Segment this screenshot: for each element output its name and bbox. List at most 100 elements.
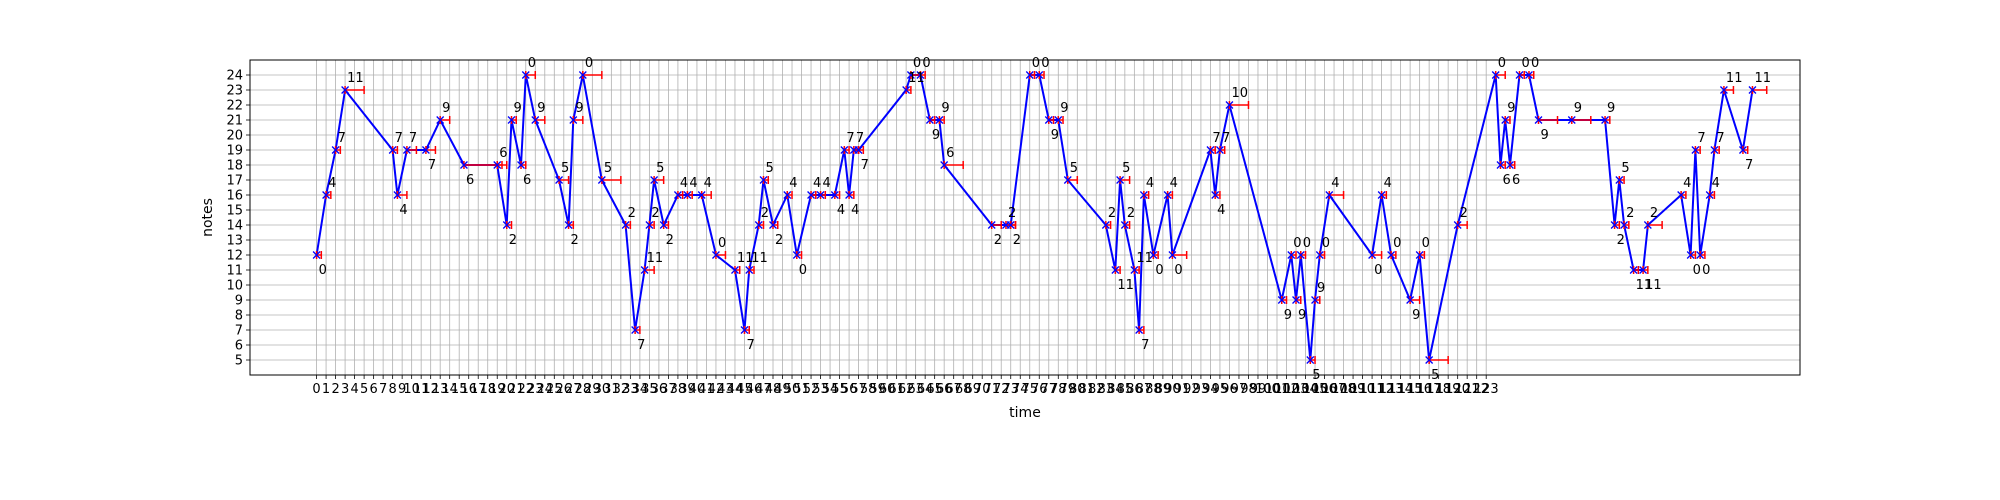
x-marker <box>1292 296 1300 304</box>
x-marker <box>1567 116 1576 124</box>
point-label: 2 <box>666 233 674 248</box>
point-label: 6 <box>523 173 531 188</box>
note-marker <box>640 266 655 274</box>
note-marker <box>1292 296 1302 304</box>
note-marker <box>1567 116 1592 124</box>
x-marker <box>740 326 749 334</box>
x-marker <box>436 116 445 124</box>
note-marker <box>759 176 770 184</box>
x-marker <box>531 116 540 124</box>
point-label: 5 <box>561 161 569 176</box>
y-tick-label: 22 <box>226 99 243 114</box>
x-marker <box>1120 221 1129 229</box>
x-tick-label: 82 <box>1088 382 1105 397</box>
x-marker <box>1225 101 1234 109</box>
note-marker <box>1710 146 1720 154</box>
point-label: 2 <box>1008 206 1016 221</box>
x-tick-label: 31 <box>603 382 620 397</box>
point-label: 0 <box>1174 263 1182 278</box>
x-marker <box>1387 251 1396 259</box>
point-label: 0 <box>913 56 921 71</box>
x-marker <box>935 116 944 124</box>
x-marker <box>1101 221 1110 229</box>
x-tick-label: 74 <box>1012 382 1029 397</box>
point-label: 0 <box>1374 263 1382 278</box>
point-label: 4 <box>1170 176 1178 191</box>
x-tick-label: 44 <box>727 382 744 397</box>
x-ticks: 0 1 2 3 4 5 6 7 8 9101112131415161718192021222324… <box>312 375 1499 397</box>
x-tick-label: 28 <box>575 382 592 397</box>
y-tick-label: 9 <box>235 294 243 309</box>
note-marker <box>1506 161 1516 169</box>
x-marker <box>1054 116 1063 124</box>
note-marker <box>1006 221 1017 229</box>
note-marker <box>569 116 584 124</box>
point-label: 2 <box>1108 206 1116 221</box>
x-axis-label: time <box>1009 405 1041 421</box>
note-marker <box>1139 191 1150 199</box>
point-label: 9 <box>442 101 450 116</box>
x-tick-label: 30 <box>594 382 611 397</box>
y-tick-label: 13 <box>226 234 243 249</box>
x-tick-label: 14 <box>441 382 458 397</box>
x-tick-label: 86 <box>1126 382 1143 397</box>
x-marker <box>845 191 854 199</box>
x-marker <box>517 161 525 169</box>
x-tick-label: 21 <box>508 382 525 397</box>
x-marker <box>1601 116 1610 124</box>
point-label: 9 <box>941 101 949 116</box>
y-tick-label: 24 <box>226 69 243 84</box>
note-marker <box>1534 116 1559 124</box>
x-tick-label: 65 <box>926 382 943 397</box>
point-label: 2 <box>1626 206 1634 221</box>
x-marker <box>1525 71 1533 79</box>
x-tick-label: 98 <box>1240 382 1257 397</box>
y-tick-label: 10 <box>226 279 243 294</box>
x-tick-label: 116 <box>1407 382 1432 397</box>
x-tick-label: 121 <box>1455 382 1480 397</box>
x-marker <box>640 266 649 274</box>
x-tick-label: 3 <box>341 382 349 397</box>
point-label: 5 <box>604 161 612 176</box>
x-tick-label: 10 <box>403 382 420 397</box>
point-label: 11 <box>1754 71 1771 86</box>
note-marker <box>564 221 575 229</box>
x-tick-label: 114 <box>1388 382 1413 397</box>
point-label: 0 <box>1498 56 1506 71</box>
x-marker <box>507 116 516 124</box>
x-marker <box>388 146 397 154</box>
x-tick-label: 12 <box>422 382 439 397</box>
x-marker <box>1287 251 1296 259</box>
note-marker <box>502 221 513 229</box>
point-label: 7 <box>846 131 854 146</box>
x-tick-label: 122 <box>1464 382 1489 397</box>
x-marker <box>1296 251 1305 259</box>
x-tick-label: 75 <box>1021 382 1038 397</box>
point-label: 9 <box>1051 128 1059 143</box>
x-tick-label: 81 <box>1079 382 1096 397</box>
note-marker <box>1639 266 1649 274</box>
x-tick-label: 80 <box>1069 382 1086 397</box>
x-marker <box>1063 176 1072 184</box>
x-tick-label: 84 <box>1107 382 1124 397</box>
point-label: 0 <box>1531 56 1539 71</box>
x-marker <box>650 176 659 184</box>
point-label: 0 <box>1393 236 1401 251</box>
point-label: 9 <box>514 101 522 116</box>
x-tick-label: 113 <box>1379 382 1404 397</box>
x-tick-label: 24 <box>537 382 554 397</box>
x-marker <box>645 221 654 229</box>
note-marker <box>683 191 693 199</box>
note-marker <box>1425 356 1449 364</box>
y-tick-label: 20 <box>226 129 243 144</box>
note-marker <box>1748 86 1768 94</box>
x-marker <box>1620 221 1629 229</box>
point-label: 4 <box>689 176 697 191</box>
y-tick-label: 5 <box>235 354 243 369</box>
note-marker <box>940 161 964 169</box>
x-marker <box>940 161 949 169</box>
x-marker <box>1006 221 1015 229</box>
note-marker <box>459 161 503 169</box>
y-axis-label: notes <box>200 198 216 237</box>
x-tick-label: 90 <box>1164 382 1181 397</box>
